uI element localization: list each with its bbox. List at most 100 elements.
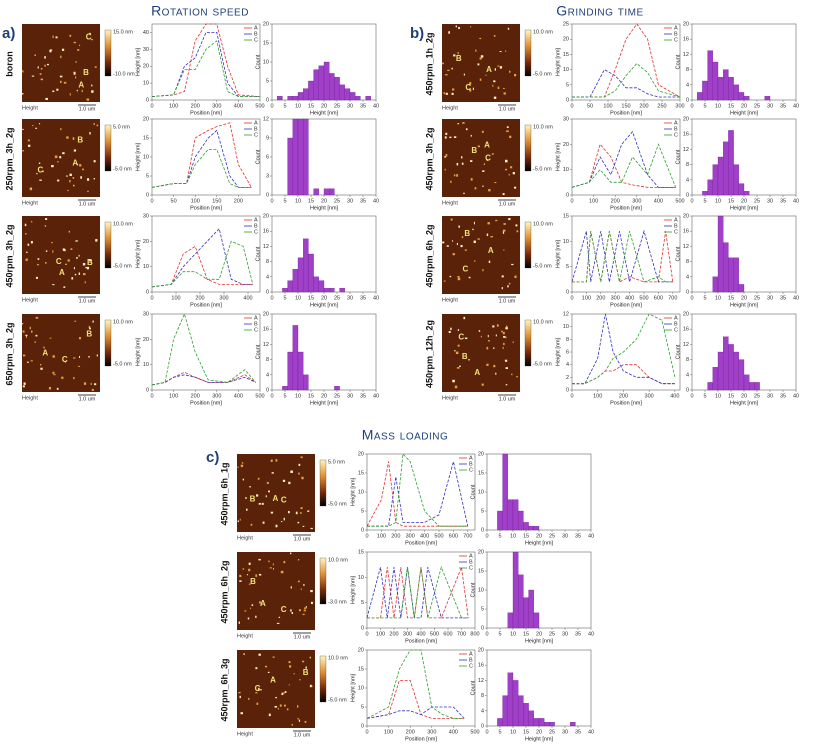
x-axis-label: Position [nm] (405, 540, 437, 546)
afm-speck (310, 684, 312, 688)
afm-speck (268, 713, 271, 717)
y-tick-label: 0 (481, 527, 484, 533)
histogram-bar (523, 703, 529, 727)
histogram-bar (512, 499, 519, 531)
afm-speck (61, 376, 64, 379)
colorbar-min: -5.0 nm (113, 166, 132, 172)
histogram-bar (507, 499, 514, 531)
afm-speck (93, 123, 95, 125)
profile-line (151, 227, 253, 288)
afm-speck (452, 379, 455, 383)
x-tick-label: 50 (587, 103, 593, 109)
afm-speck (512, 172, 515, 175)
afm-speck (63, 286, 66, 288)
afm-speck (35, 127, 38, 129)
afm-speck (34, 341, 36, 343)
profile-marker: C (38, 165, 44, 174)
afm-speck (444, 156, 446, 158)
afm-speck (268, 490, 270, 493)
y-tick-label: 10 (563, 324, 569, 330)
afm-speck (35, 276, 39, 279)
x-tick-label: 15 (308, 295, 314, 301)
colorbar-min: -5.0 nm (533, 166, 552, 172)
x-tick-label: 200 (639, 103, 648, 109)
afm-speck (246, 574, 249, 576)
plot-frame (571, 118, 681, 196)
image-caption: Height (22, 395, 38, 401)
afm-speck (482, 268, 484, 272)
histogram-bar (717, 351, 724, 391)
x-tick-label: 25 (334, 103, 340, 109)
y-tick-label: 8 (566, 337, 569, 343)
scale-label: 1.0 um (79, 396, 96, 402)
afm-speck (25, 251, 28, 253)
afm-speck (37, 66, 39, 69)
afm-speck (494, 68, 496, 71)
x-tick-label: 20 (741, 393, 747, 399)
y-tick-label: 8 (686, 357, 689, 363)
y-axis-label: Count (675, 54, 681, 69)
y-tick-label: 9 (266, 135, 269, 141)
profile-line (572, 313, 675, 385)
afm-speck (445, 153, 448, 157)
row-label: boron (4, 51, 14, 77)
afm-speck (237, 466, 239, 469)
colorbar (319, 655, 327, 703)
afm-speck (493, 96, 497, 99)
y-tick-label: 0 (566, 289, 569, 295)
colorbar-min: -5.0 nm (113, 263, 132, 269)
profile-line (151, 122, 252, 188)
afm-speck (283, 517, 285, 521)
afm-speck (477, 145, 480, 148)
afm-speck (288, 481, 291, 485)
colorbar (104, 221, 112, 269)
scale-label: 1.0 um (294, 634, 311, 640)
afm-speck (39, 179, 42, 181)
afm-speck (87, 267, 89, 270)
afm-speck (52, 355, 55, 358)
afm-speck (39, 363, 42, 366)
y-axis-label: Height [nm] (135, 142, 141, 171)
y-tick-label: 0 (566, 192, 569, 198)
afm-speck (46, 63, 49, 66)
afm-speck (70, 248, 73, 250)
afm-speck (298, 559, 300, 561)
histogram-bar (512, 680, 519, 727)
afm-speck (442, 241, 445, 244)
histogram-bar (507, 672, 514, 727)
y-tick-label: 10 (563, 167, 569, 173)
afm-speck (282, 479, 286, 482)
histogram-bar (712, 164, 719, 196)
afm-speck (69, 173, 72, 177)
afm-speck (505, 327, 508, 330)
y-axis-label: Height [nm] (555, 47, 561, 76)
histogram-bar (329, 188, 335, 196)
legend-label: A (254, 217, 258, 223)
plot-frame (151, 118, 261, 196)
afm-speck (506, 325, 508, 328)
histogram-bar (738, 284, 745, 293)
afm-speck (25, 233, 27, 235)
afm-speck (265, 495, 267, 498)
afm-speck (256, 494, 259, 497)
x-axis-label: Height [nm] (730, 400, 759, 406)
afm-speck (244, 610, 247, 612)
y-tick-label: 0 (146, 289, 149, 295)
y-tick-label: 0 (146, 97, 149, 103)
x-tick-label: 300 (403, 631, 412, 637)
afm-speck (481, 383, 484, 386)
afm-speck (445, 74, 448, 76)
x-tick-label: 0 (690, 103, 693, 109)
x-tick-label: 150 (212, 198, 221, 204)
histogram-bar (723, 141, 729, 196)
y-tick-label: 25 (563, 21, 569, 27)
histogram-bar (497, 718, 503, 727)
afm-speck (475, 49, 477, 52)
afm-speck (25, 335, 27, 338)
histogram-bar (743, 191, 750, 196)
x-tick-label: 0 (690, 198, 693, 204)
x-tick-label: 25 (334, 393, 340, 399)
colorbar-max: 5.0 nm (113, 124, 130, 130)
afm-speck (307, 510, 310, 512)
afm-speck (91, 388, 94, 392)
